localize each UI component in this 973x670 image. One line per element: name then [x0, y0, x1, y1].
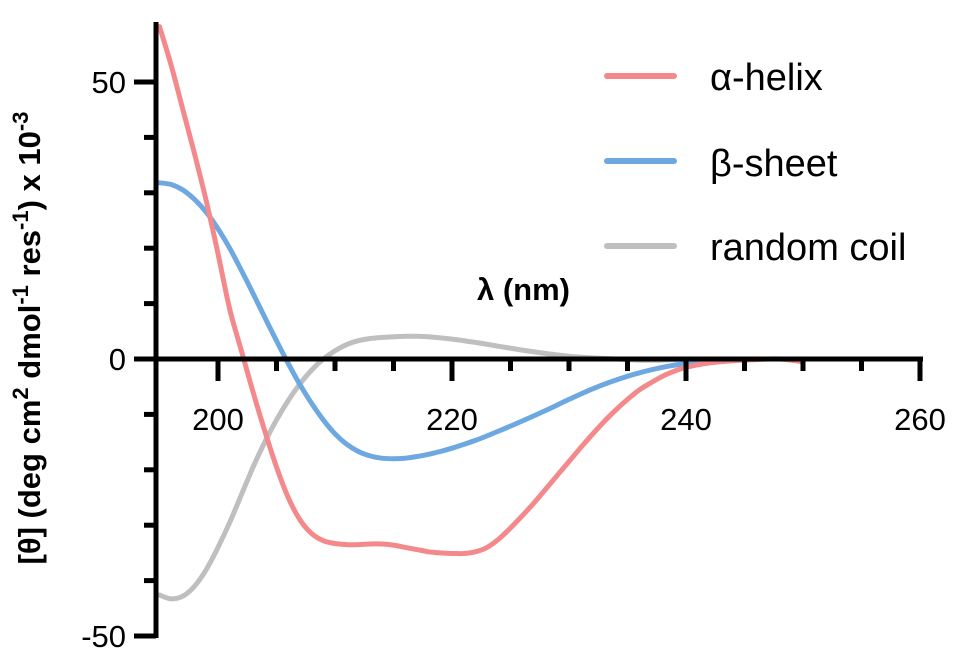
series-line-alpha-helix — [157, 24, 806, 557]
series-layer — [157, 24, 806, 602]
y-tick-label: 0 — [109, 342, 126, 377]
series-line-beta-sheet — [157, 180, 806, 462]
legend-label-beta-sheet: β-sheet — [710, 143, 838, 185]
y-axis-title: [θ] (deg cm2 dmol-1 res-1) x 10-3 — [8, 112, 47, 565]
x-tick-label: 260 — [894, 402, 946, 437]
x-tick-label: 240 — [660, 402, 712, 437]
axes: -50 0 50 200 220 240 260 — [81, 22, 946, 654]
x-tick-label: 220 — [426, 402, 478, 437]
legend-label-alpha-helix: α-helix — [710, 57, 823, 99]
x-axis-title: λ (nm) — [477, 272, 570, 307]
legend-label-random-coil: random coil — [710, 227, 906, 269]
legend-item-alpha-helix: α-helix — [604, 57, 823, 99]
legend-item-beta-sheet: β-sheet — [604, 143, 838, 185]
x-ticks: 200 220 240 260 — [192, 359, 946, 437]
y-tick-label: -50 — [81, 619, 126, 654]
legend: α-helix β-sheet random coil — [604, 57, 906, 269]
y-ticks: -50 0 50 — [81, 65, 156, 654]
series-line-random-coil — [157, 333, 689, 602]
x-tick-label: 200 — [192, 402, 244, 437]
y-tick-label: 50 — [92, 65, 126, 100]
legend-item-random-coil: random coil — [604, 227, 906, 269]
